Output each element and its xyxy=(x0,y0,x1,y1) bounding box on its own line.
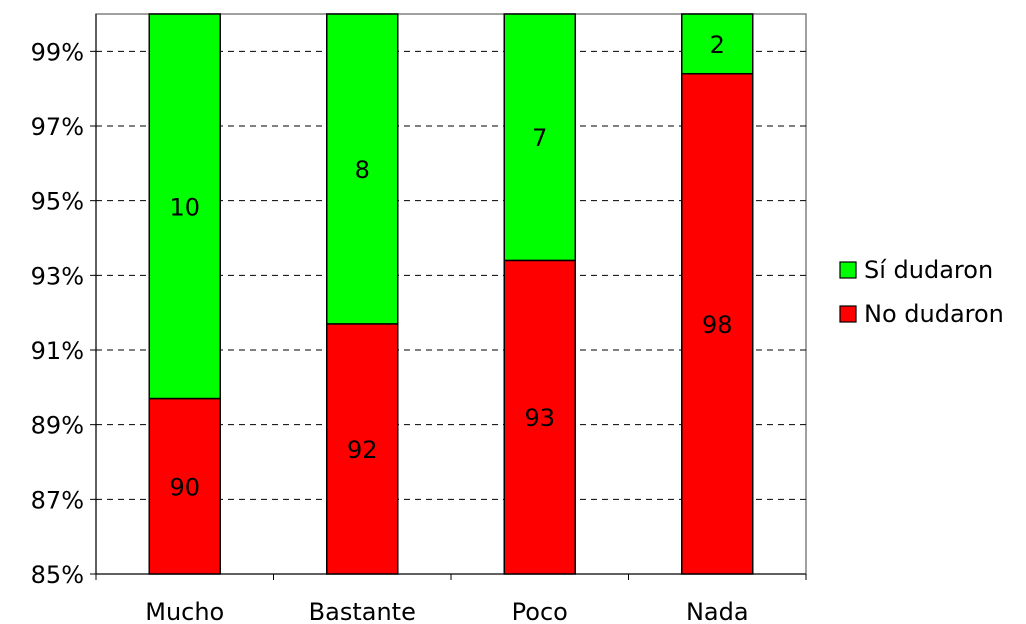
bar-no-dudaron-nada xyxy=(681,72,754,575)
legend-swatch-1 xyxy=(839,261,857,279)
bar-no-dudaron-mucho xyxy=(148,397,221,575)
bar-no-dudaron-bastante xyxy=(326,323,399,575)
data-label-no-dudaron-mucho: 90 xyxy=(169,473,200,501)
y-tick-label-2: 89% xyxy=(31,412,84,440)
y-tick-label-5: 95% xyxy=(31,188,84,216)
x-tick-label-bastante: Bastante xyxy=(309,598,416,624)
x-tick-label-mucho: Mucho xyxy=(145,598,224,624)
bar-si-dudaron-mucho xyxy=(148,13,221,400)
bar-no-dudaron-poco xyxy=(503,259,576,575)
y-tick-label-7: 99% xyxy=(31,38,84,66)
data-label-no-dudaron-bastante: 92 xyxy=(347,436,378,464)
data-label-no-dudaron-poco: 93 xyxy=(524,404,555,432)
bar-si-dudaron-nada xyxy=(681,13,754,75)
legend-swatch-2 xyxy=(839,305,857,323)
data-label-si-dudaron-bastante: 8 xyxy=(355,156,370,184)
x-tick-label-nada: Nada xyxy=(686,598,749,624)
y-tick-label-1: 87% xyxy=(31,486,84,514)
legend-label-1: Sí dudaron xyxy=(864,256,993,284)
y-tick-label-3: 91% xyxy=(31,337,84,365)
y-tick-label-6: 97% xyxy=(31,113,84,141)
data-label-si-dudaron-nada: 2 xyxy=(710,31,725,59)
x-tick-label-poco: Poco xyxy=(512,598,568,624)
legend: Sí dudaron No dudaron xyxy=(839,256,1004,328)
data-label-si-dudaron-poco: 7 xyxy=(532,124,547,152)
legend-label-2: No dudaron xyxy=(864,300,1004,328)
y-tick-label-0: 85% xyxy=(31,561,84,589)
y-tick-label-4: 93% xyxy=(31,262,84,290)
bar-si-dudaron-poco xyxy=(503,13,576,262)
data-label-si-dudaron-mucho: 10 xyxy=(169,193,200,221)
data-label-no-dudaron-nada: 98 xyxy=(702,311,733,339)
bar-si-dudaron-bastante xyxy=(326,13,399,325)
